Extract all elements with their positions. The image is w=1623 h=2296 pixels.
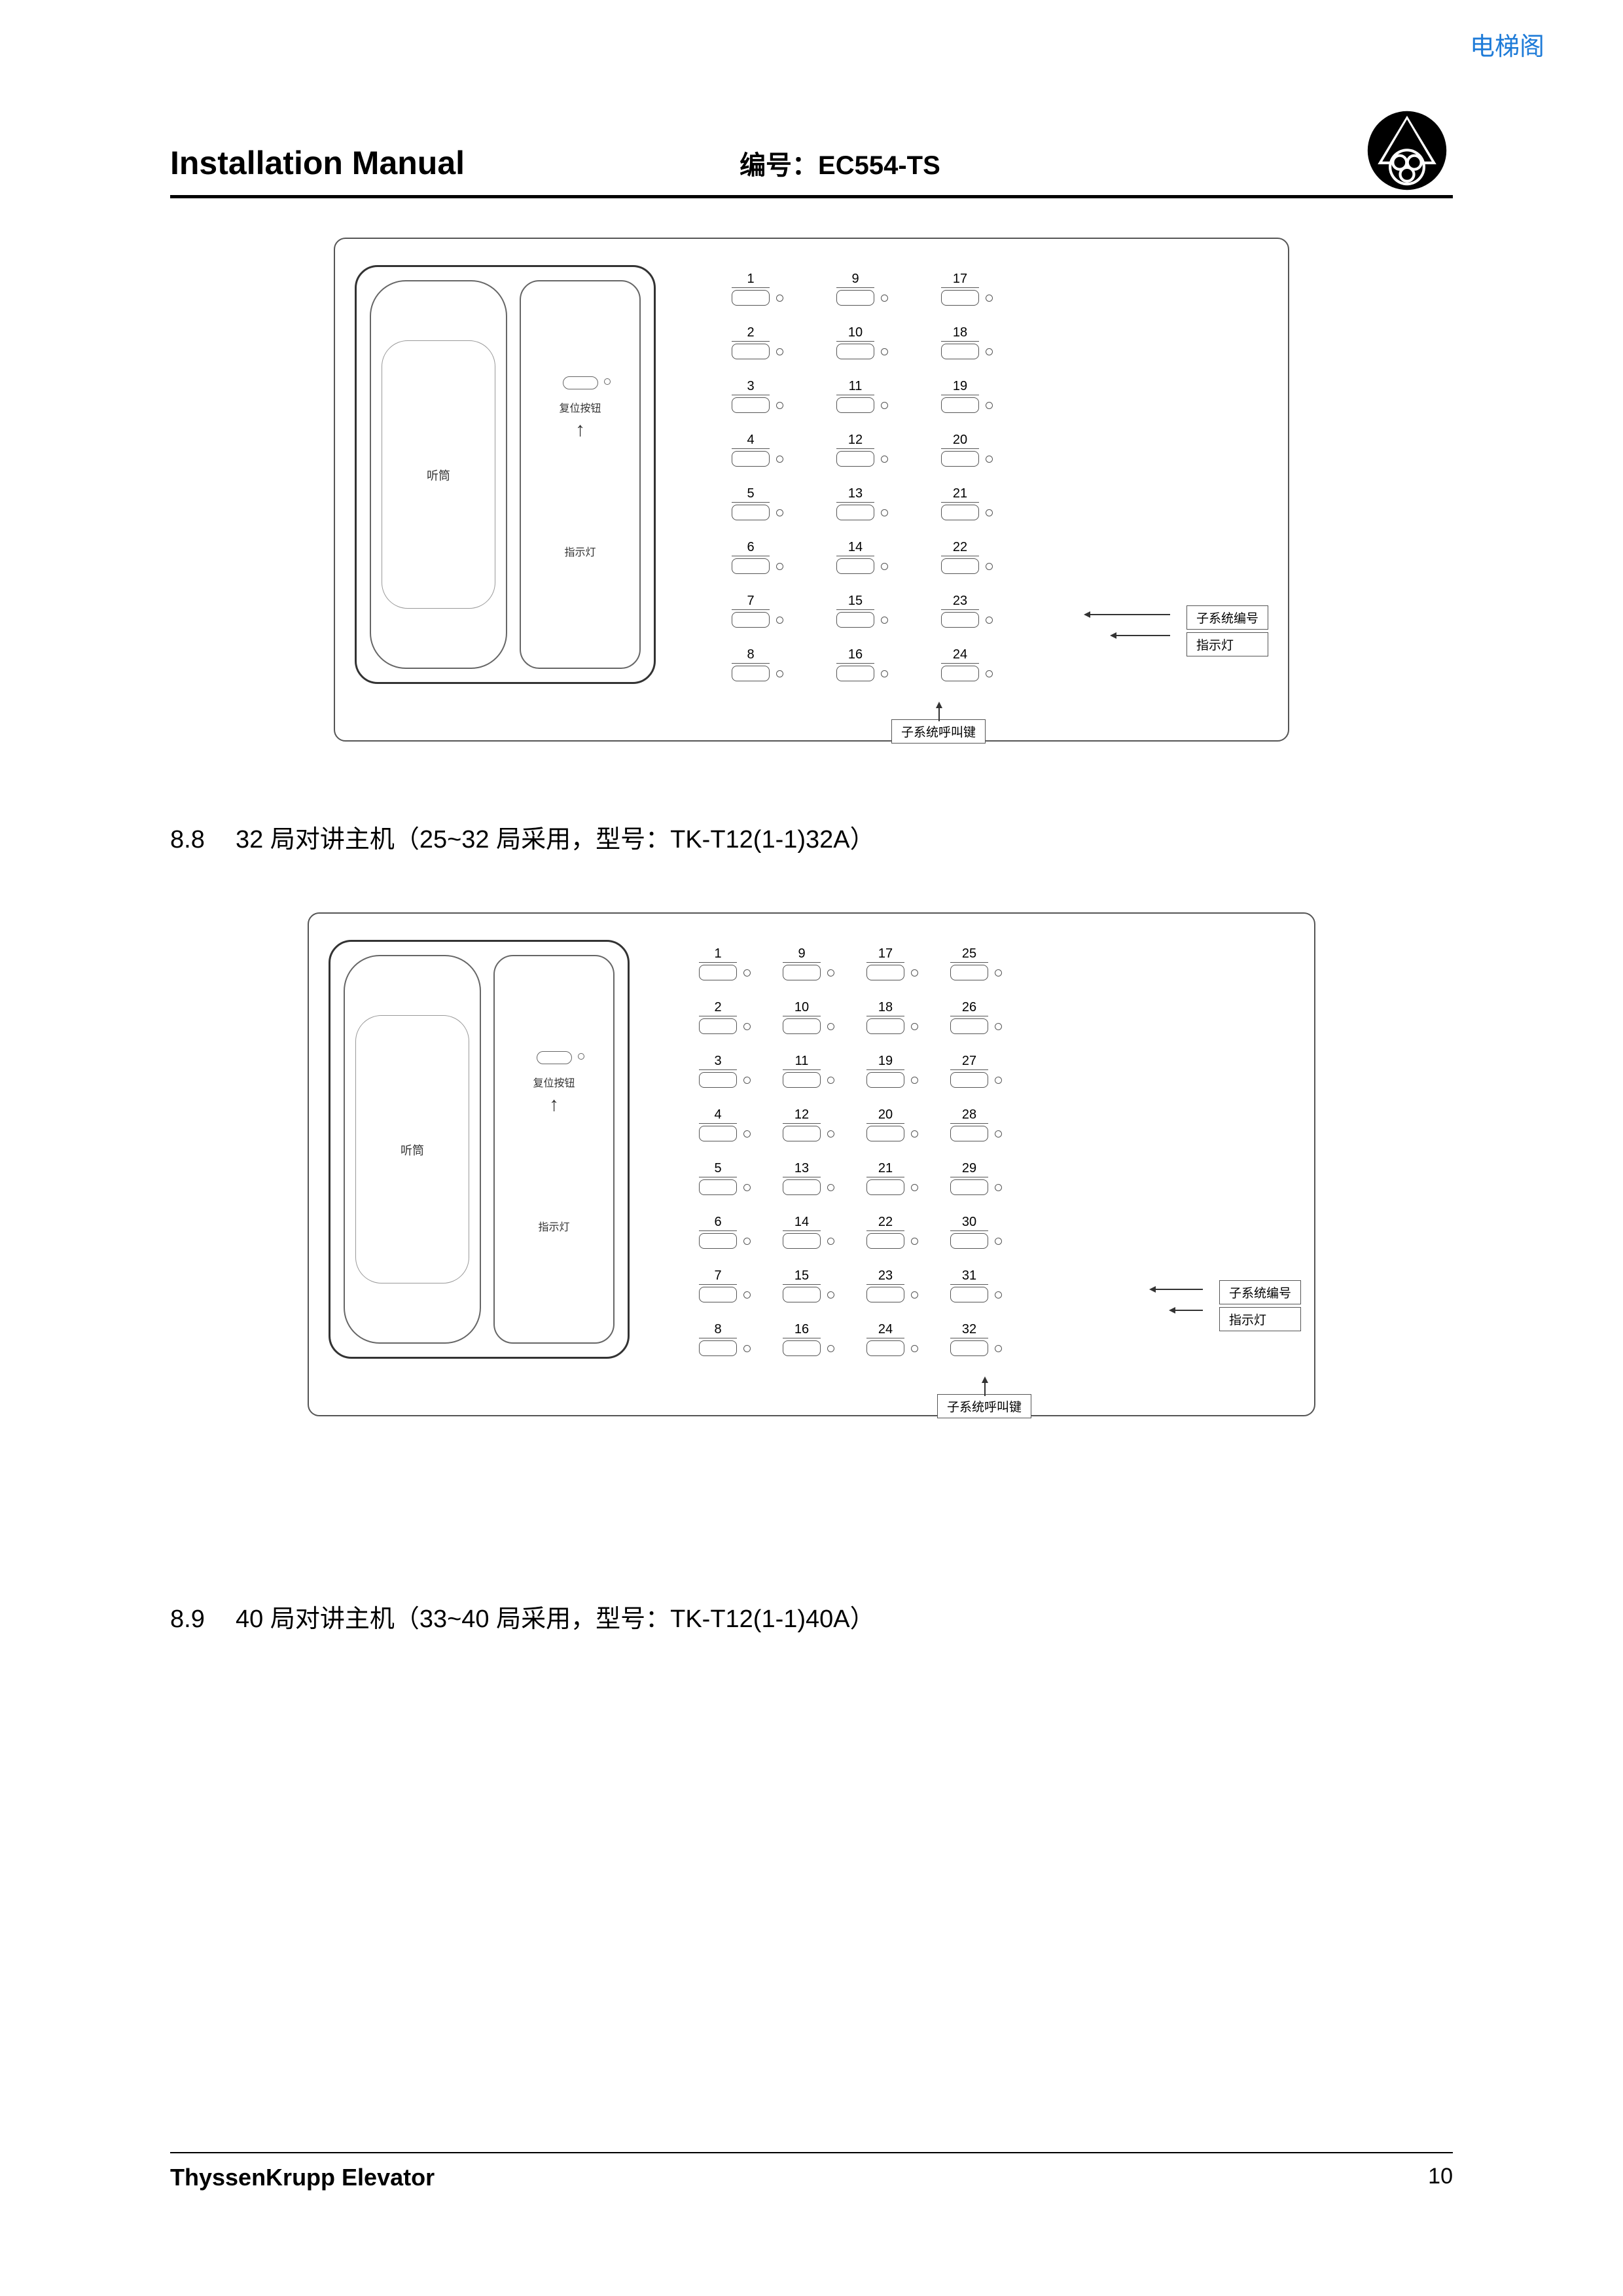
diagram-32-station: 听筒 复位按钮 ↑ 指示灯 19172521018263111927412202… — [308, 912, 1315, 1416]
handset-label: 听筒 — [371, 467, 506, 484]
station-button-12: 12 — [766, 1107, 838, 1141]
station-button-31: 31 — [933, 1268, 1005, 1302]
brand-logo — [1361, 105, 1453, 196]
station-button-16: 16 — [766, 1322, 838, 1356]
callout-call-button: 子系统呼叫键 — [891, 719, 986, 744]
station-button-7: 7 — [682, 1268, 754, 1302]
station-button-12: 12 — [813, 433, 898, 467]
station-button-17: 17 — [918, 272, 1003, 306]
handset-label: 听筒 — [345, 1141, 480, 1158]
station-button-4: 4 — [708, 433, 793, 467]
station-button-6: 6 — [682, 1215, 754, 1249]
station-button-2: 2 — [682, 1000, 754, 1034]
page-number: 10 — [1428, 2164, 1453, 2191]
station-button-22: 22 — [849, 1215, 921, 1249]
station-button-5: 5 — [682, 1161, 754, 1195]
reset-button-label: 复位按钮 — [495, 1074, 613, 1090]
station-button-15: 15 — [766, 1268, 838, 1302]
station-button-2: 2 — [708, 325, 793, 359]
station-button-8: 8 — [708, 647, 793, 681]
callout-indicator: 指示灯 — [1219, 1307, 1301, 1331]
station-button-28: 28 — [933, 1107, 1005, 1141]
station-button-10: 10 — [766, 1000, 838, 1034]
station-button-5: 5 — [708, 486, 793, 520]
callout-system-number: 子系统编号 — [1219, 1280, 1301, 1304]
station-button-21: 21 — [918, 486, 1003, 520]
section-8-8: 8.832 局对讲主机（25~32 局采用，型号：TK-T12(1-1)32A） — [170, 820, 1453, 860]
station-button-11: 11 — [766, 1054, 838, 1088]
station-button-1: 1 — [682, 946, 754, 980]
station-button-27: 27 — [933, 1054, 1005, 1088]
station-button-10: 10 — [813, 325, 898, 359]
station-button-3: 3 — [682, 1054, 754, 1088]
manual-title: Installation Manual — [170, 144, 465, 182]
station-button-9: 9 — [813, 272, 898, 306]
reset-button-label: 复位按钮 — [521, 399, 639, 415]
up-arrow-icon: ↑ — [549, 1094, 559, 1116]
station-button-13: 13 — [766, 1161, 838, 1195]
station-button-1: 1 — [708, 272, 793, 306]
section-8-9: 8.940 局对讲主机（33~40 局采用，型号：TK-T12(1-1)40A） — [170, 1600, 1453, 1640]
callout-call-button: 子系统呼叫键 — [937, 1394, 1031, 1418]
station-button-17: 17 — [849, 946, 921, 980]
station-button-29: 29 — [933, 1161, 1005, 1195]
station-button-20: 20 — [918, 433, 1003, 467]
station-button-25: 25 — [933, 946, 1005, 980]
station-button-16: 16 — [813, 647, 898, 681]
page-header: Installation Manual 编号：EC554-TS — [170, 144, 1453, 198]
station-button-15: 15 — [813, 594, 898, 628]
footer-brand: ThyssenKrupp Elevator — [170, 2164, 435, 2191]
station-button-18: 18 — [849, 1000, 921, 1034]
station-button-30: 30 — [933, 1215, 1005, 1249]
station-button-3: 3 — [708, 379, 793, 413]
station-button-9: 9 — [766, 946, 838, 980]
station-button-8: 8 — [682, 1322, 754, 1356]
station-button-32: 32 — [933, 1322, 1005, 1356]
indicator-label: 指示灯 — [495, 1218, 613, 1234]
station-button-26: 26 — [933, 1000, 1005, 1034]
station-button-11: 11 — [813, 379, 898, 413]
page-footer: ThyssenKrupp Elevator 10 — [170, 2152, 1453, 2191]
up-arrow-icon: ↑ — [575, 419, 585, 441]
station-button-4: 4 — [682, 1107, 754, 1141]
station-button-19: 19 — [918, 379, 1003, 413]
station-button-18: 18 — [918, 325, 1003, 359]
station-button-23: 23 — [849, 1268, 921, 1302]
station-button-14: 14 — [813, 540, 898, 574]
station-button-24: 24 — [918, 647, 1003, 681]
station-button-24: 24 — [849, 1322, 921, 1356]
station-button-13: 13 — [813, 486, 898, 520]
station-button-20: 20 — [849, 1107, 921, 1141]
station-button-19: 19 — [849, 1054, 921, 1088]
station-button-6: 6 — [708, 540, 793, 574]
station-button-14: 14 — [766, 1215, 838, 1249]
diagram-24-station: 听筒 复位按钮 ↑ 指示灯 19172101831119412205132161… — [334, 238, 1289, 742]
station-button-22: 22 — [918, 540, 1003, 574]
station-button-23: 23 — [918, 594, 1003, 628]
callout-system-number: 子系统编号 — [1186, 605, 1268, 630]
station-button-21: 21 — [849, 1161, 921, 1195]
station-button-7: 7 — [708, 594, 793, 628]
document-code: 编号：EC554-TS — [740, 144, 940, 182]
indicator-label: 指示灯 — [521, 543, 639, 559]
callout-indicator: 指示灯 — [1186, 632, 1268, 656]
